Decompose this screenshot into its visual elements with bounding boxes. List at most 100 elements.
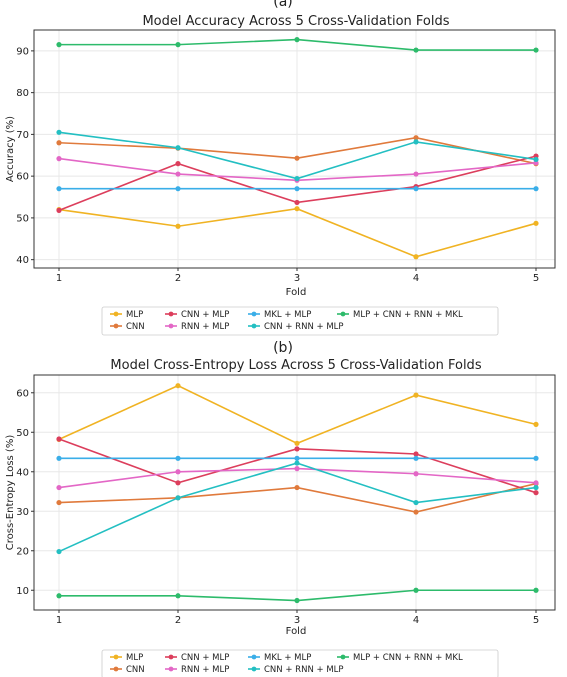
data-point xyxy=(413,471,419,477)
data-point xyxy=(533,421,539,427)
y-tick-label: 80 xyxy=(16,88,29,99)
data-point xyxy=(413,392,419,398)
legend-label: MLP + CNN + RNN + MKL xyxy=(353,310,463,320)
legend-label: MKL + MLP xyxy=(264,653,311,663)
data-point xyxy=(294,460,300,466)
data-point xyxy=(56,499,62,506)
data-point xyxy=(533,220,539,226)
legend-swatch-marker xyxy=(113,666,119,672)
legend-label: RNN + MLP xyxy=(181,322,229,332)
data-point xyxy=(175,593,181,599)
data-point xyxy=(175,495,181,501)
data-point xyxy=(294,446,300,452)
data-point xyxy=(413,499,419,506)
data-point xyxy=(294,37,300,43)
legend-box xyxy=(101,649,499,677)
x-tick-label: 3 xyxy=(294,615,300,626)
data-point xyxy=(175,42,181,48)
data-point xyxy=(294,206,300,212)
y-tick-label: 50 xyxy=(16,213,29,224)
y-tick-label: 40 xyxy=(16,467,29,478)
data-point xyxy=(175,469,181,475)
data-point xyxy=(294,455,300,461)
data-point xyxy=(56,186,62,192)
data-point xyxy=(175,145,181,151)
data-point xyxy=(533,47,539,53)
data-point xyxy=(294,199,300,206)
legend-swatch-marker xyxy=(168,311,174,317)
legend: MLP CNN CNN + MLP RNN + MLP MKL + MLP CNN + R… xyxy=(101,306,499,336)
data-point xyxy=(56,484,62,491)
data-point xyxy=(533,186,539,192)
data-point xyxy=(413,254,419,260)
legend-label: CNN + RNN + MLP xyxy=(264,322,344,332)
plot-frame xyxy=(33,29,556,269)
y-tick-label: 20 xyxy=(16,546,29,557)
y-tick-label: 40 xyxy=(16,255,29,266)
data-point xyxy=(413,509,419,515)
data-point xyxy=(533,480,539,486)
chart-title: Model Cross-Entropy Loss Across 5 Cross-… xyxy=(110,358,481,373)
data-point xyxy=(56,455,62,461)
x-tick-label: 5 xyxy=(533,615,539,626)
data-point xyxy=(413,186,419,192)
legend-label: CNN + MLP xyxy=(181,310,229,320)
y-axis-label: Accuracy (%) xyxy=(5,116,16,182)
x-tick-label: 2 xyxy=(175,273,181,284)
panel-label: (b) xyxy=(273,340,293,356)
data-point xyxy=(175,455,181,461)
data-point xyxy=(294,484,300,491)
x-tick-label: 1 xyxy=(56,273,62,284)
legend-label: RNN + MLP xyxy=(181,665,229,675)
legend-swatch-marker xyxy=(251,323,257,329)
x-tick-label: 5 xyxy=(533,273,539,284)
data-point xyxy=(294,466,300,472)
data-point xyxy=(294,440,300,446)
chart-title: Model Accuracy Across 5 Cross-Validation… xyxy=(142,14,449,29)
y-tick-label: 70 xyxy=(16,130,29,141)
y-axis-label: Cross-Entropy Loss (%) xyxy=(5,435,16,551)
x-tick-label: 3 xyxy=(294,273,300,284)
legend-swatch-marker xyxy=(340,311,346,317)
legend: MLP CNN CNN + MLP RNN + MLP MKL + MLP CNN + R… xyxy=(101,649,499,677)
y-tick-label: 60 xyxy=(16,172,29,183)
legend-swatch-marker xyxy=(113,323,119,329)
y-tick-label: 50 xyxy=(16,428,29,439)
data-point xyxy=(413,451,419,457)
legend-box xyxy=(101,306,499,336)
data-point xyxy=(56,207,62,213)
data-point xyxy=(413,587,419,593)
data-point xyxy=(56,548,62,555)
data-point xyxy=(56,436,62,442)
legend-swatch-marker xyxy=(251,311,257,317)
data-point xyxy=(175,186,181,192)
x-axis-label: Fold xyxy=(286,287,307,298)
data-point xyxy=(413,171,419,177)
x-tick-label: 1 xyxy=(56,615,62,626)
data-point xyxy=(533,156,539,163)
legend-label: CNN + MLP xyxy=(181,653,229,663)
data-point xyxy=(175,161,181,167)
legend-label: CNN xyxy=(126,322,145,332)
x-tick-label: 2 xyxy=(175,615,181,626)
y-tick-label: 30 xyxy=(16,507,29,518)
y-tick-label: 90 xyxy=(16,46,29,57)
legend-swatch-marker xyxy=(168,323,174,329)
x-axis-label: Fold xyxy=(286,626,307,637)
data-point xyxy=(294,597,300,604)
data-point xyxy=(533,490,539,496)
legend-swatch-marker xyxy=(113,654,119,660)
legend-label: MLP xyxy=(126,310,143,320)
data-point xyxy=(533,455,539,461)
data-point xyxy=(533,484,539,491)
y-tick-label: 60 xyxy=(16,388,29,399)
panel-label: (a) xyxy=(273,0,293,10)
data-point xyxy=(56,593,62,599)
x-tick-label: 4 xyxy=(413,273,419,284)
data-point xyxy=(56,156,62,162)
data-point xyxy=(413,455,419,461)
data-point xyxy=(413,47,419,53)
legend-label: MLP + CNN + RNN + MKL xyxy=(353,653,463,663)
legend-swatch-marker xyxy=(251,666,257,672)
